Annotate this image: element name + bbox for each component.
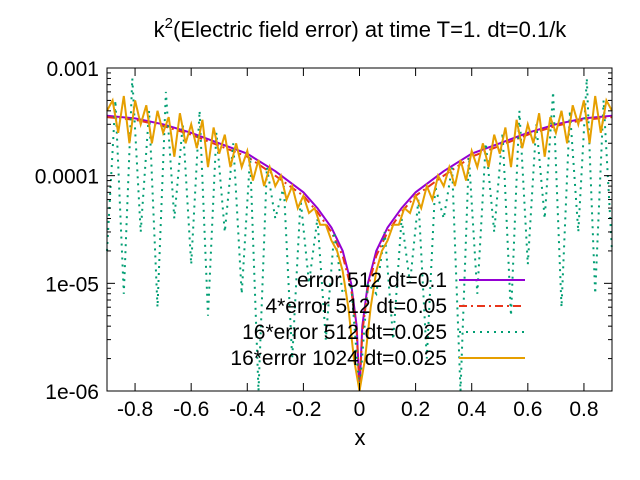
- x-tick-label: 0.8: [569, 398, 598, 421]
- x-axis-label: x: [355, 425, 366, 450]
- legend-label-2: 4*error 512 dt=0.05: [265, 295, 447, 318]
- series-line-2: [106, 116, 613, 392]
- x-tick-label: 0: [354, 398, 366, 421]
- series-layer: [106, 78, 613, 392]
- x-tick-label: -0.6: [173, 398, 209, 421]
- chart-title: k2(Electric field error) at time T=1. dt…: [154, 15, 568, 42]
- x-tick-label: -0.4: [229, 398, 266, 421]
- y-tick-label: 0.001: [46, 58, 99, 81]
- legend-label-3: 16*error 512 dt=0.025: [242, 321, 447, 344]
- x-tick-label: -0.2: [285, 398, 321, 421]
- y-tick-label: 0.0001: [35, 166, 99, 189]
- x-tick-label: -0.8: [117, 398, 153, 421]
- chart-title-rest: (Electric field error) at time T=1. dt=0…: [173, 17, 567, 42]
- y-tick-label: 1e-05: [45, 273, 99, 296]
- x-tick-label: 0.4: [457, 398, 487, 421]
- x-tick-label: 0.2: [401, 398, 430, 421]
- ticks-layer: -0.8 -0.6 -0.4 -0.2 0 0.2 0.4 0.6 0.8 0.001 0.0001…: [35, 58, 612, 421]
- legend-label-1: error 512 dt=0.1: [297, 269, 447, 292]
- legend: error 512 dt=0.1 4*error 512 dt=0.05 16*er…: [230, 269, 525, 370]
- chart-title-superscript: 2: [165, 15, 173, 32]
- y-tick-label: 1e-06: [45, 381, 99, 404]
- x-tick-label: 0.6: [513, 398, 542, 421]
- chart-title-prefix: k: [154, 17, 166, 42]
- legend-label-4: 16*error 1024 dt=0.025: [230, 347, 447, 370]
